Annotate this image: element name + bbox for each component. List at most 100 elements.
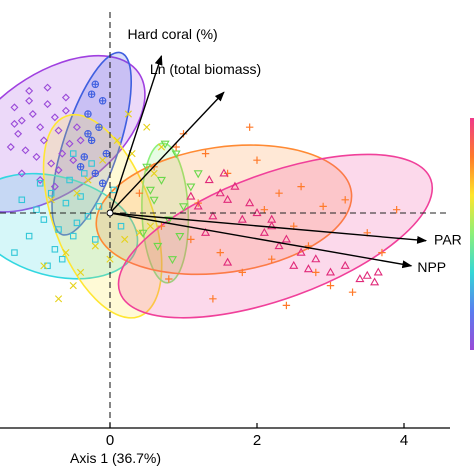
data-point <box>237 214 247 223</box>
data-point <box>209 295 217 303</box>
data-point <box>50 113 59 122</box>
data-point <box>81 170 88 177</box>
point-layer <box>6 80 401 310</box>
data-point <box>326 281 335 290</box>
data-point <box>187 235 195 244</box>
data-point <box>341 196 349 204</box>
data-point <box>91 80 100 89</box>
data-point <box>142 163 152 172</box>
data-point <box>370 277 380 286</box>
data-point <box>186 191 196 200</box>
data-point <box>84 213 92 220</box>
data-point <box>215 188 225 197</box>
data-point <box>36 176 45 184</box>
data-point <box>14 129 23 138</box>
data-point <box>73 219 81 227</box>
data-point <box>121 235 129 243</box>
data-point <box>193 201 203 210</box>
data-point <box>165 275 173 283</box>
vector-label-2: Ln (total biomass) <box>150 61 261 77</box>
data-point <box>95 203 103 210</box>
data-point <box>223 257 233 266</box>
data-point <box>340 260 350 269</box>
data-point <box>76 136 85 145</box>
data-point <box>392 206 401 214</box>
data-point <box>51 246 59 253</box>
data-point <box>348 288 357 296</box>
data-point <box>124 110 132 118</box>
colorbar-strip <box>470 118 474 350</box>
data-point <box>91 169 100 178</box>
data-point <box>58 255 66 263</box>
data-point <box>50 182 59 191</box>
data-point <box>98 179 107 188</box>
data-point <box>138 229 148 238</box>
data-point <box>72 123 81 132</box>
data-point <box>296 247 306 256</box>
reference-lines <box>0 12 448 428</box>
data-point <box>219 168 229 177</box>
series-3 <box>11 150 125 270</box>
data-point <box>43 100 52 109</box>
data-point <box>54 126 63 135</box>
vector-label-3: PAR <box>434 232 462 248</box>
data-point <box>303 264 313 273</box>
data-point <box>32 152 41 161</box>
data-point <box>99 156 107 164</box>
data-point <box>135 189 144 197</box>
data-point <box>40 262 48 270</box>
x-tick-label-2: 2 <box>253 432 261 449</box>
data-point <box>245 198 255 207</box>
vector-layer: Hard coral (%) Ln (total biomass) PAR NPP <box>106 26 462 275</box>
data-point <box>77 268 85 276</box>
data-point <box>208 211 218 220</box>
data-point <box>145 186 155 195</box>
data-point <box>69 282 77 290</box>
data-point <box>47 196 55 204</box>
data-point <box>178 203 189 212</box>
data-point <box>98 97 107 105</box>
data-point <box>6 143 15 151</box>
confidence-ellipse-7 <box>117 153 434 319</box>
data-point <box>275 189 283 197</box>
data-point <box>175 232 185 242</box>
data-point <box>62 249 70 257</box>
data-point <box>146 222 155 230</box>
series-6 <box>135 123 401 310</box>
data-point <box>88 160 95 167</box>
vector-label-4: NPP <box>417 259 446 275</box>
x-axis-title: Axis 1 (36.7%) <box>70 450 161 466</box>
data-point <box>47 159 56 168</box>
data-point <box>106 255 114 263</box>
data-point <box>10 103 19 112</box>
data-point <box>157 222 166 230</box>
data-point <box>201 149 210 158</box>
data-point <box>252 208 262 217</box>
data-point <box>204 175 214 184</box>
data-point <box>92 236 99 243</box>
data-point <box>102 149 111 158</box>
data-point <box>113 136 121 144</box>
data-point <box>40 216 48 223</box>
data-point <box>253 156 261 164</box>
data-point <box>267 221 277 230</box>
data-point <box>62 199 70 207</box>
data-point <box>172 143 180 151</box>
data-point <box>69 232 77 240</box>
vector-arrow-4 <box>109 212 413 269</box>
data-point <box>156 176 166 185</box>
vector-arrow-1 <box>109 54 163 214</box>
data-point <box>87 136 96 145</box>
data-point <box>325 267 336 276</box>
data-point <box>87 90 96 98</box>
data-point <box>267 214 277 223</box>
data-point <box>164 216 174 225</box>
data-point <box>54 166 63 175</box>
data-point <box>61 106 70 115</box>
data-point <box>44 262 51 270</box>
data-point <box>193 170 203 179</box>
data-point <box>11 249 18 256</box>
x-tick-label-1: 0 <box>106 432 114 449</box>
data-point <box>36 180 44 187</box>
data-point <box>58 149 67 158</box>
